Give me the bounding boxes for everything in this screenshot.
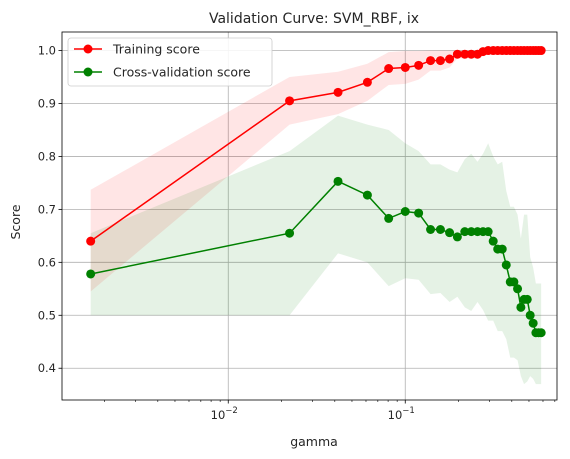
series-1-band [90,115,542,385]
y-tick-label-0: 0.4 [38,361,56,375]
y-tick-label-5: 0.9 [38,96,56,110]
x-tick-label-1: 10−1 [388,406,415,422]
y-tick-label-1: 0.5 [38,308,56,322]
series-0-point-1 [285,96,295,106]
series-0-point-10 [452,49,462,59]
series-0-point-12 [466,49,476,59]
series-1-point-9 [445,228,455,238]
legend-label-0: Training score [112,42,200,57]
plot-area: 0.4 0.5 0.6 0.7 0.8 0.9 1.0 10−2 10−1 [38,31,558,422]
series-1-point-1 [285,228,295,238]
series-0-point-11 [460,49,470,59]
legend-box [67,37,273,87]
legend-marker-1 [83,67,93,77]
series-1-point-26 [525,310,535,320]
y-tick-label-4: 0.8 [38,149,56,163]
series-1-point-16 [488,236,498,246]
series-1-point-0 [86,269,96,279]
y-tick-label-2: 0.6 [38,255,56,269]
series-1-point-15 [483,227,493,237]
series-0-point-2 [333,87,343,97]
series-1-point-11 [460,227,470,237]
series-1-point-21 [509,277,519,287]
series-1-point-3 [362,190,372,200]
chart-title: Validation Curve: SVM_RBF, ix [209,11,419,27]
series-1-point-25 [522,294,532,304]
series-0-point-4 [384,64,394,74]
y-tick-label-3: 0.7 [38,202,56,216]
series-1-point-23 [516,302,526,312]
y-tick-label-6: 1.0 [38,44,56,58]
series-1-point-8 [435,225,445,235]
series-0-point-8 [435,56,445,66]
series-1-point-12 [466,227,476,237]
legend-label-1: Cross-validation score [113,65,251,80]
series-0-point-9 [445,54,455,64]
series-1-point-5 [400,206,410,216]
series-1-point-10 [452,232,462,242]
legend-marker-0 [83,44,93,54]
series-1-point-6 [414,208,424,218]
series-1-point-27 [528,318,538,328]
series-1-point-22 [513,284,523,294]
series-1-point-19 [501,260,511,270]
series-0-point-5 [400,62,410,72]
series-1-point-18 [497,244,507,254]
y-axis-label: Score [8,204,23,239]
series-1-point-7 [426,225,436,235]
series-0-point-7 [426,56,436,66]
series-1-point-2 [333,176,343,186]
series-0-point-6 [414,60,424,70]
series-1-point-30 [536,328,546,338]
series-0-point-3 [362,77,372,87]
series-0-band [90,50,542,292]
axes-frame [61,31,558,401]
x-tick-label-0: 10−2 [211,406,238,422]
series-1-point-4 [384,213,394,223]
x-axis-label: gamma [290,434,338,449]
series-0-point-30 [536,46,546,56]
series-0-point-0 [86,236,96,246]
legend: Training score Cross-validation score [67,37,273,87]
